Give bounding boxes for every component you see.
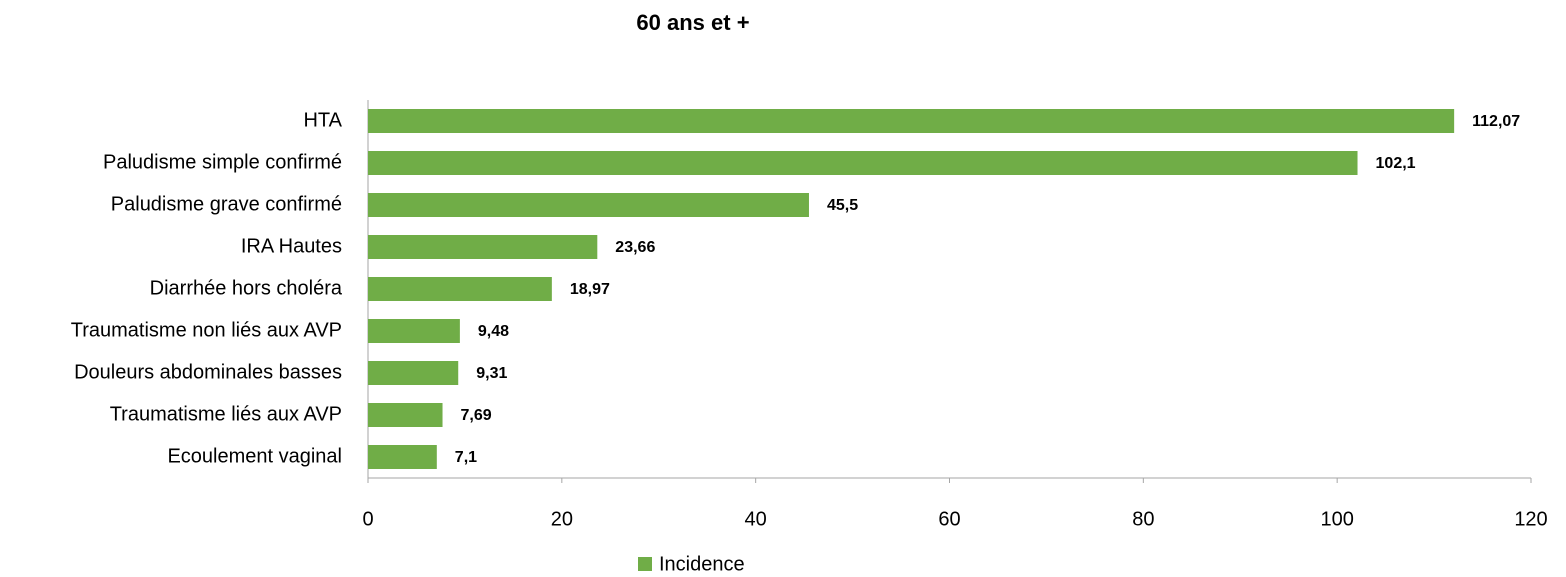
value-label: 9,48 — [478, 323, 509, 340]
y-tick-label: Paludisme grave confirmé — [111, 193, 342, 215]
x-tick-label: 60 — [938, 508, 960, 530]
x-tick-label: 20 — [551, 508, 573, 530]
x-tick-label: 40 — [745, 508, 767, 530]
bar — [368, 277, 552, 301]
x-tick-label: 0 — [362, 508, 373, 530]
bar — [368, 235, 598, 259]
bar — [368, 193, 809, 217]
value-label: 23,66 — [615, 239, 655, 256]
bar — [368, 361, 459, 385]
bar — [368, 151, 1358, 175]
x-tick-label: 80 — [1132, 508, 1154, 530]
bar — [368, 319, 460, 343]
y-tick-label: Douleurs abdominales basses — [74, 361, 342, 383]
legend-label: Incidence — [659, 553, 745, 575]
y-tick-label: Diarrhée hors choléra — [150, 277, 343, 299]
legend-swatch — [638, 557, 652, 571]
value-label: 7,69 — [461, 407, 492, 424]
x-tick-label: 100 — [1320, 508, 1353, 530]
y-tick-label: IRA Hautes — [241, 235, 342, 257]
value-label: 9,31 — [476, 365, 507, 382]
value-label: 112,07 — [1472, 113, 1520, 130]
bar — [368, 403, 443, 427]
value-label: 45,5 — [827, 197, 858, 214]
chart-title: 60 ans et + — [636, 10, 749, 35]
value-label: 7,1 — [455, 449, 477, 466]
x-tick-label: 120 — [1514, 508, 1547, 530]
value-label: 102,1 — [1376, 155, 1416, 172]
y-tick-label: Traumatisme non liés aux AVP — [71, 319, 342, 341]
y-tick-label: Ecoulement vaginal — [167, 445, 342, 467]
y-tick-label: HTA — [303, 109, 342, 131]
bar — [368, 109, 1455, 133]
value-label: 18,97 — [570, 281, 610, 298]
bar — [368, 445, 437, 469]
y-tick-label: Paludisme simple confirmé — [103, 151, 342, 173]
y-tick-label: Traumatisme liés aux AVP — [110, 403, 342, 425]
